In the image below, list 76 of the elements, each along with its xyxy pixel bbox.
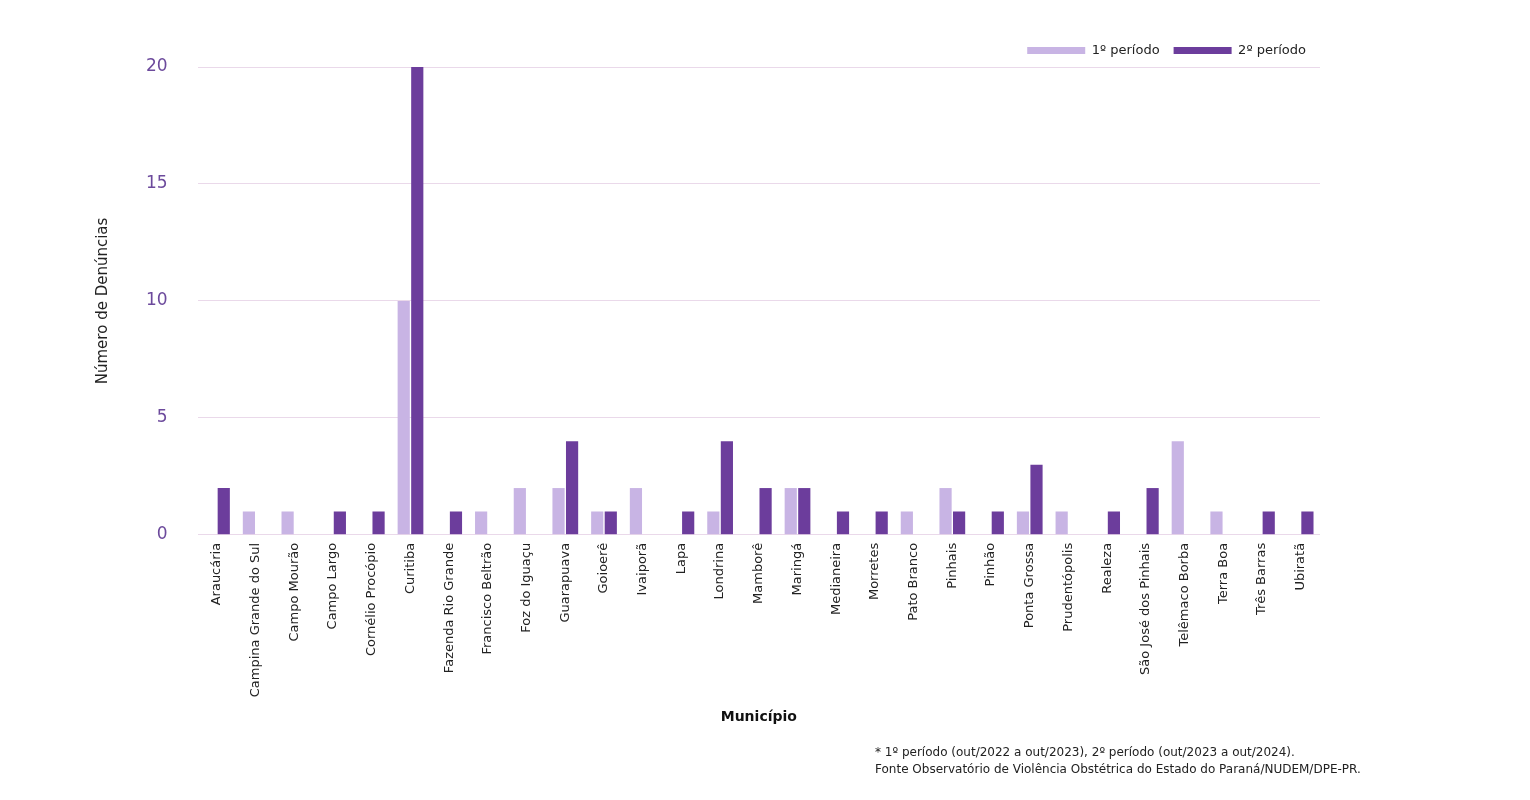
x-tick-label: Três Barras <box>1253 542 1269 616</box>
x-tick-label: Goioerê <box>595 542 611 594</box>
bar <box>552 488 565 535</box>
bar <box>604 511 617 535</box>
y-axis-title: Número de Denúncias <box>92 217 111 385</box>
x-tick-label: Fazenda Rio Grande <box>440 542 456 674</box>
bar <box>939 488 952 535</box>
bar <box>1210 511 1223 535</box>
y-tick-label: 5 <box>156 406 168 427</box>
x-tick-label: Ubiratã <box>1292 542 1308 591</box>
x-tick-label: Realeza <box>1098 542 1114 594</box>
bar <box>1301 511 1314 535</box>
bar <box>565 441 579 535</box>
x-tick-label: Araucária <box>208 542 224 606</box>
bar <box>372 511 385 535</box>
x-tick-label: Campina Grande do Sul <box>247 542 263 698</box>
x-tick-label: Maringá <box>788 542 804 596</box>
bar <box>449 511 463 535</box>
x-axis-title: Município <box>720 708 798 725</box>
bar <box>784 488 797 535</box>
x-tick-label: São José dos Pinhais <box>1137 542 1153 675</box>
y-tick-label: 10 <box>145 289 168 310</box>
text: * 1º período (out/2022 a out/2023), 2º período (out/2023 a out/2024). <box>875 744 1296 761</box>
legend-label: 2º período <box>1238 41 1307 57</box>
y-tick-label: 15 <box>145 172 168 193</box>
bar <box>1262 511 1275 535</box>
bar <box>411 67 424 535</box>
x-tick-label: Pato Branco <box>905 542 920 621</box>
legend-label: 1º período <box>1091 41 1160 57</box>
bar <box>875 511 888 535</box>
x-tick-label: Morretes <box>866 542 882 601</box>
x-tick-label: Pinhão <box>982 542 998 587</box>
x-tick-label: Telêmaco Borba <box>1175 542 1191 648</box>
bar <box>1030 464 1043 535</box>
x-tick-label: Pinhais <box>943 542 959 589</box>
bar <box>1171 441 1184 535</box>
x-tick-label: Guarapuava <box>556 542 572 623</box>
bar <box>1146 488 1159 535</box>
x-tick-label: Curitiba <box>401 542 417 595</box>
x-tick-label: Prudentópolis <box>1059 542 1075 632</box>
x-tick-label: Ponta Grossa <box>1021 542 1037 629</box>
bar <box>629 488 643 535</box>
bar <box>397 300 410 535</box>
bar <box>1107 511 1121 535</box>
bar <box>281 511 294 535</box>
bar <box>242 511 256 535</box>
y-tick-label: 20 <box>145 55 168 76</box>
bar <box>1016 511 1030 535</box>
x-tick-label: Mamborê <box>750 542 766 604</box>
x-tick-label: Foz do Iguaçu <box>517 542 533 633</box>
bar <box>333 511 346 535</box>
bar <box>798 488 811 535</box>
bar <box>720 441 733 535</box>
bar <box>217 488 230 535</box>
bar <box>707 511 720 535</box>
x-tick-label: Francisco Beltrão <box>479 542 495 655</box>
bar <box>900 511 913 535</box>
x-tick-label: Ivaiporã <box>634 542 650 596</box>
bar <box>513 488 526 535</box>
bar <box>836 511 850 535</box>
source-note: Fonte Observatório de Violência Obstétrica do Estado do Paraná/NUDEM/DPE-PR. <box>875 761 1361 778</box>
x-tick-label: Cornélio Procópio <box>363 542 379 657</box>
x-tick-label: Medianeira <box>827 542 843 616</box>
x-tick-label: Lapa <box>672 542 688 575</box>
bar <box>953 511 966 535</box>
bar <box>759 488 772 535</box>
bar <box>991 511 1004 535</box>
x-tick-label: Campo Largo <box>324 542 340 630</box>
x-tick-label: Terra Boa <box>1214 542 1230 605</box>
x-tick-label: Campo Mourão <box>285 542 301 642</box>
bar <box>475 511 488 535</box>
x-tick-label: Londrina <box>711 542 727 600</box>
y-tick-label: 0 <box>156 523 168 544</box>
bar <box>591 511 604 535</box>
bar <box>1055 511 1068 535</box>
bar <box>682 511 695 535</box>
